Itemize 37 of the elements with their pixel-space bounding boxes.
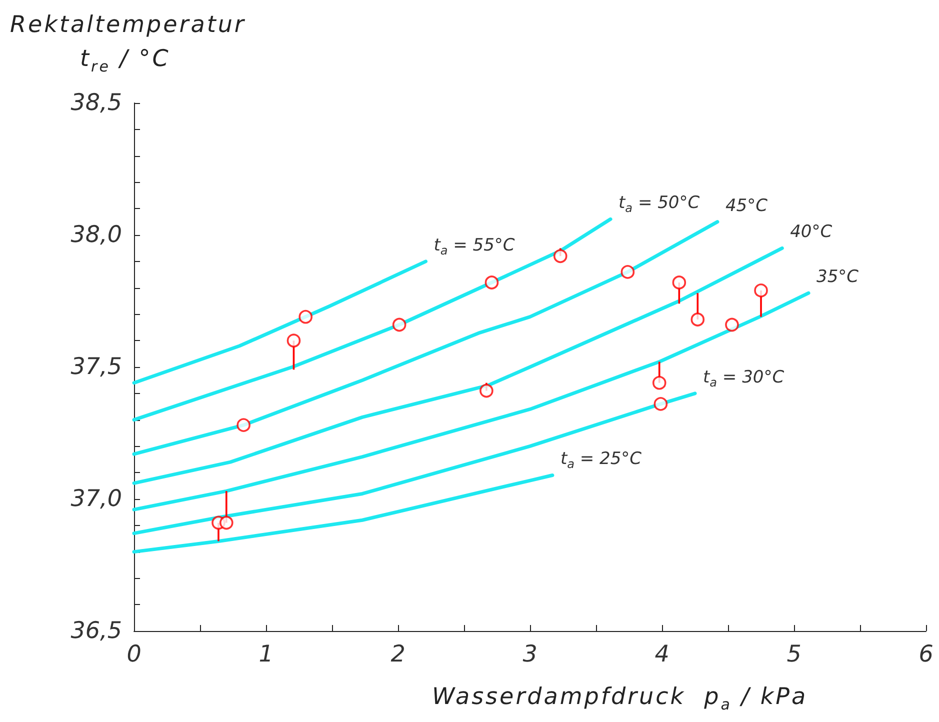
point — [620, 265, 635, 279]
x-axis-title: Wasserdampfdruck p$_{a}$ / kPa — [432, 684, 808, 714]
line-series — [132, 260, 428, 385]
point — [654, 397, 668, 411]
x-tick-label: 2 — [390, 642, 406, 668]
point — [725, 318, 739, 332]
point — [298, 310, 312, 324]
point — [286, 334, 301, 348]
point — [690, 312, 705, 326]
series-label: 45°C — [725, 196, 768, 216]
line-series — [132, 217, 612, 422]
series-label: 40°C — [790, 222, 832, 242]
line-series — [132, 392, 697, 536]
point — [484, 276, 499, 290]
point — [754, 284, 768, 298]
x-tick-label: 6 — [918, 642, 934, 668]
x-tick-label: 1 — [258, 642, 274, 668]
series-label: 35°C — [816, 267, 859, 288]
y-tick-label: 38,0 — [70, 222, 122, 248]
line-series — [132, 291, 810, 512]
y-tick-label: 36,5 — [70, 618, 122, 644]
y-tick-label: 37,5 — [70, 354, 122, 380]
y-tick-label: 37,0 — [70, 486, 122, 512]
point — [553, 249, 568, 264]
x-tick-label: 3 — [522, 642, 538, 668]
x-tick-label: 0 — [126, 642, 142, 668]
line-series — [132, 473, 554, 554]
x-tick-label: 4 — [654, 642, 670, 668]
point — [480, 384, 494, 398]
point — [236, 418, 250, 432]
point — [672, 276, 686, 290]
point — [220, 516, 234, 530]
point — [392, 318, 406, 332]
y-tick-label: 38,5 — [70, 90, 122, 116]
x-tick-label: 5 — [786, 642, 802, 668]
point — [652, 376, 666, 390]
y-axis-title: Rektaltemperatur t$_{re}$ / °C — [10, 11, 246, 78]
